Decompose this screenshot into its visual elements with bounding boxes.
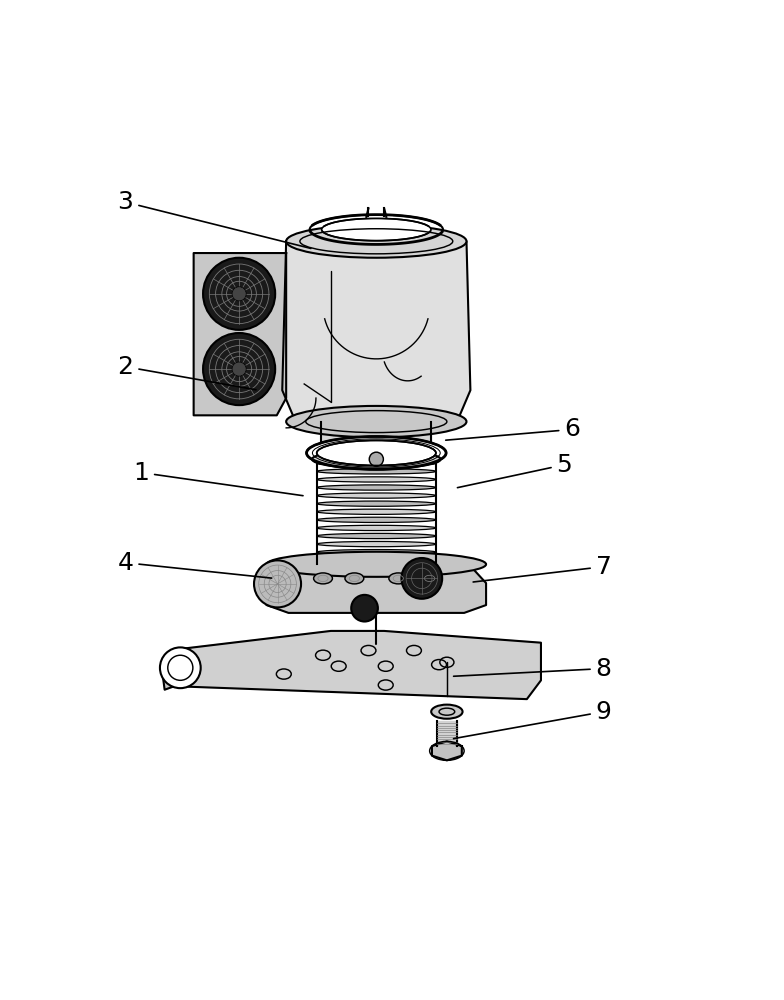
Ellipse shape (317, 525, 436, 531)
Ellipse shape (321, 218, 431, 241)
Ellipse shape (310, 215, 443, 244)
Ellipse shape (345, 573, 364, 584)
Ellipse shape (317, 509, 436, 514)
Text: 7: 7 (474, 555, 612, 582)
Polygon shape (432, 741, 462, 760)
Ellipse shape (317, 461, 436, 466)
Ellipse shape (317, 550, 436, 555)
Ellipse shape (317, 440, 436, 466)
Text: 1: 1 (133, 461, 303, 496)
Circle shape (351, 595, 378, 622)
Ellipse shape (317, 533, 436, 539)
Polygon shape (171, 631, 541, 699)
Ellipse shape (317, 517, 436, 522)
Ellipse shape (317, 477, 436, 482)
Circle shape (254, 560, 301, 607)
Ellipse shape (420, 573, 439, 584)
Ellipse shape (317, 541, 436, 547)
Polygon shape (162, 649, 182, 690)
Circle shape (369, 452, 383, 466)
Ellipse shape (314, 573, 332, 584)
Polygon shape (282, 241, 470, 422)
Polygon shape (267, 564, 486, 613)
Circle shape (203, 333, 275, 405)
Ellipse shape (317, 469, 436, 474)
Circle shape (401, 558, 442, 599)
Ellipse shape (317, 493, 436, 498)
Ellipse shape (312, 450, 441, 469)
Ellipse shape (317, 558, 436, 563)
Ellipse shape (317, 501, 436, 506)
Text: 8: 8 (454, 657, 612, 681)
Circle shape (232, 362, 246, 376)
Polygon shape (321, 422, 431, 444)
Polygon shape (194, 253, 286, 415)
Circle shape (232, 287, 246, 301)
Text: 4: 4 (118, 551, 271, 578)
Ellipse shape (267, 552, 486, 577)
Ellipse shape (389, 573, 408, 584)
Circle shape (203, 258, 275, 330)
Ellipse shape (286, 406, 466, 437)
Text: 9: 9 (453, 700, 612, 739)
Polygon shape (361, 205, 392, 217)
Ellipse shape (307, 436, 446, 469)
Ellipse shape (286, 225, 466, 258)
Circle shape (160, 647, 201, 688)
Ellipse shape (317, 485, 436, 490)
Text: 6: 6 (446, 417, 580, 441)
Ellipse shape (431, 705, 463, 719)
Polygon shape (437, 721, 457, 746)
Text: 3: 3 (118, 190, 311, 248)
Text: 5: 5 (457, 453, 572, 488)
Text: 2: 2 (118, 355, 256, 390)
